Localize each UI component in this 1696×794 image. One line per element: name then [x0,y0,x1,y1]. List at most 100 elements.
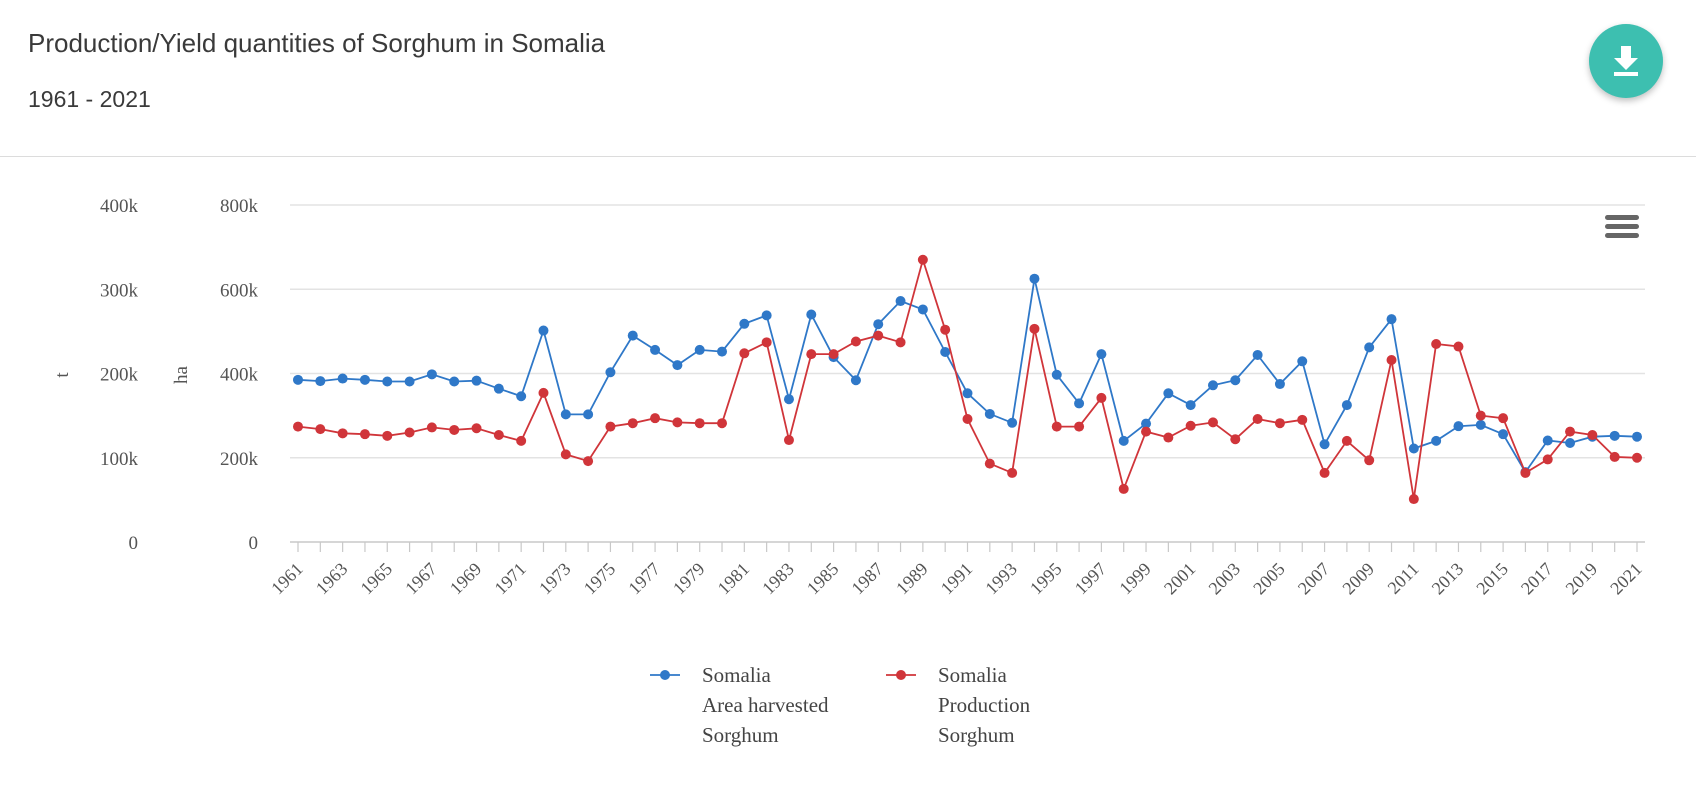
data-point[interactable] [761,337,772,348]
data-point[interactable] [1007,467,1018,478]
data-point[interactable] [1230,434,1241,445]
data-point[interactable] [382,430,393,441]
data-point[interactable] [1431,339,1442,350]
data-point[interactable] [605,367,616,378]
data-point[interactable] [1498,429,1509,440]
data-point[interactable] [917,254,928,265]
data-point[interactable] [1431,435,1442,446]
data-point[interactable] [783,435,794,446]
data-point[interactable] [560,449,571,460]
data-point[interactable] [806,349,817,360]
chart-menu-button[interactable] [1605,215,1639,238]
data-point[interactable] [873,319,884,330]
data-point[interactable] [337,428,348,439]
data-point[interactable] [1475,410,1486,421]
download-button[interactable] [1589,24,1663,98]
data-point[interactable] [1163,432,1174,443]
data-point[interactable] [1408,494,1419,505]
data-point[interactable] [1632,431,1642,442]
data-point[interactable] [627,418,638,429]
data-point[interactable] [1074,398,1085,409]
data-point[interactable] [1141,426,1152,437]
data-point[interactable] [1609,430,1620,441]
legend-item-1[interactable]: Somalia Production Sorghum [886,663,1031,747]
data-point[interactable] [761,310,772,321]
data-point[interactable] [1230,375,1241,386]
data-point[interactable] [873,330,884,341]
data-point[interactable] [1341,435,1352,446]
data-point[interactable] [1163,388,1174,399]
data-point[interactable] [1252,349,1263,360]
data-point[interactable] [1587,430,1598,441]
data-point[interactable] [471,375,482,386]
data-point[interactable] [739,348,750,359]
data-point[interactable] [560,409,571,420]
data-point[interactable] [493,430,504,441]
data-point[interactable] [1341,400,1352,411]
data-point[interactable] [1475,419,1486,430]
data-point[interactable] [627,330,638,341]
data-point[interactable] [449,376,460,387]
data-point[interactable] [359,429,370,440]
data-point[interactable] [694,418,705,429]
data-point[interactable] [984,458,995,469]
data-point[interactable] [1453,421,1464,432]
data-point[interactable] [717,346,728,357]
data-point[interactable] [1029,273,1040,284]
data-point[interactable] [1252,413,1263,424]
data-point[interactable] [1565,426,1576,437]
data-point[interactable] [1207,417,1218,428]
data-point[interactable] [404,427,415,438]
data-point[interactable] [672,360,683,371]
data-point[interactable] [962,413,973,424]
data-point[interactable] [426,369,437,380]
data-point[interactable] [1542,454,1553,465]
data-point[interactable] [359,374,370,385]
data-point[interactable] [828,349,839,360]
data-point[interactable] [315,424,326,435]
data-point[interactable] [672,417,683,428]
data-point[interactable] [293,421,303,432]
data-point[interactable] [1364,342,1375,353]
data-point[interactable] [984,408,995,419]
data-point[interactable] [583,456,594,467]
data-point[interactable] [1386,355,1397,366]
data-point[interactable] [471,423,482,434]
data-point[interactable] [1498,413,1509,424]
data-point[interactable] [806,309,817,320]
data-point[interactable] [538,325,549,336]
data-point[interactable] [850,375,861,386]
data-point[interactable] [1096,392,1107,403]
data-point[interactable] [1408,443,1419,454]
legend-item-0[interactable]: Somalia Area harvested Sorghum [650,663,829,747]
data-point[interactable] [940,324,951,335]
data-point[interactable] [426,422,437,433]
data-point[interactable] [1118,435,1129,446]
data-point[interactable] [1542,435,1553,446]
data-point[interactable] [1051,421,1062,432]
data-point[interactable] [1632,452,1642,463]
data-point[interactable] [404,376,415,387]
data-point[interactable] [1364,455,1375,466]
data-point[interactable] [717,418,728,429]
data-point[interactable] [1274,418,1285,429]
data-point[interactable] [1007,417,1018,428]
data-point[interactable] [1185,420,1196,431]
data-point[interactable] [739,318,750,329]
data-point[interactable] [1453,341,1464,352]
data-point[interactable] [1096,349,1107,360]
data-point[interactable] [1274,379,1285,390]
data-point[interactable] [962,388,973,399]
data-point[interactable] [1297,356,1308,367]
data-point[interactable] [1029,323,1040,334]
data-point[interactable] [1074,421,1085,432]
data-point[interactable] [783,394,794,405]
data-point[interactable] [516,391,527,402]
data-point[interactable] [1141,418,1152,429]
data-point[interactable] [917,304,928,315]
data-point[interactable] [1051,369,1062,380]
data-point[interactable] [293,374,303,385]
data-point[interactable] [1520,467,1531,478]
data-point[interactable] [493,383,504,394]
data-point[interactable] [538,387,549,398]
